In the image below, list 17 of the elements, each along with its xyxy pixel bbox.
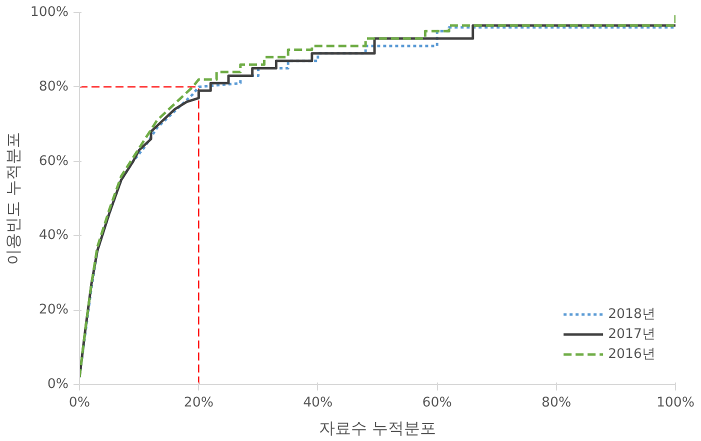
y-tick-label: 80%	[38, 79, 68, 94]
x-tick-label: 80%	[541, 396, 572, 410]
y-tick-label: 20%	[38, 302, 68, 318]
y-tick-label: 100%	[30, 5, 69, 20]
x-tick-label: 100%	[656, 396, 695, 410]
x-tick-label: 0%	[68, 396, 90, 410]
x-axis-title: 자료수 누적분포	[318, 418, 436, 438]
y-tick-label: 0%	[47, 377, 69, 392]
legend-label: 2016년	[608, 346, 655, 363]
x-tick-label: 40%	[303, 396, 333, 410]
legend-label: 2018년	[608, 306, 655, 323]
legend-label: 2017년	[608, 326, 655, 343]
y-tick-label: 60%	[38, 154, 68, 169]
x-tick-label: 60%	[422, 396, 452, 410]
y-axis-title: 이용빈도 누적분포	[3, 132, 22, 266]
x-tick-label: 20%	[184, 396, 214, 410]
y-tick-label: 40%	[38, 228, 68, 244]
